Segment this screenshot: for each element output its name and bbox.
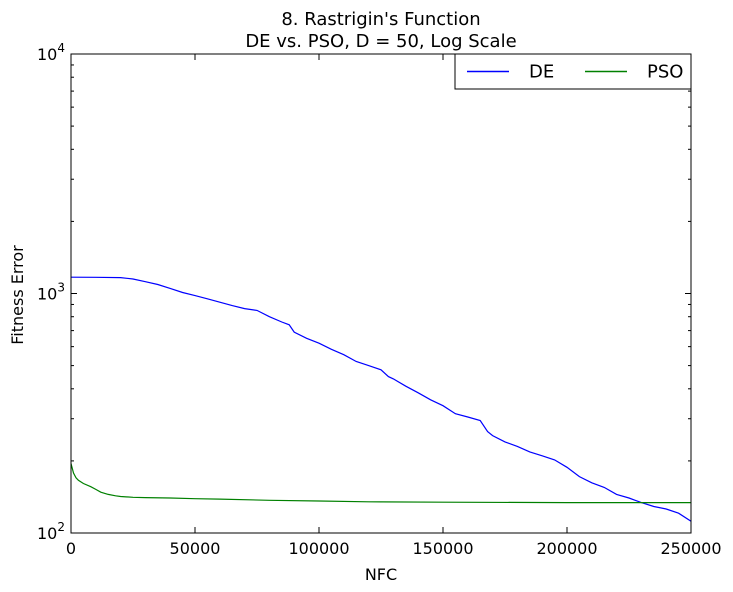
x-tick-label: 50000 [170, 539, 221, 558]
series-line-de [71, 276, 691, 522]
x-tick-label: 100000 [288, 539, 349, 558]
chart-title-line1: 8. Rastrigin's Function [281, 9, 480, 30]
plot-area: 0 50000 100000 150000 200000 250000 102 103 104 D… [37, 41, 722, 558]
plot-frame [70, 53, 692, 534]
series-line-pso [71, 463, 691, 504]
legend-label-pso: PSO [647, 62, 683, 83]
y-axis-label: Fitness Error [8, 245, 27, 345]
x-tick-label: 200000 [536, 539, 597, 558]
x-tick-label: 0 [66, 539, 76, 558]
legend-label-de: DE [529, 62, 554, 83]
chart-title-line2: DE vs. PSO, D = 50, Log Scale [245, 31, 516, 52]
x-axis-label: NFC [365, 565, 397, 584]
y-tick-label: 104 [37, 41, 65, 64]
y-tick-label: 102 [37, 520, 65, 543]
x-tick-label: 150000 [412, 539, 473, 558]
x-tick-label: 250000 [660, 539, 721, 558]
y-tick-label: 103 [37, 281, 65, 304]
